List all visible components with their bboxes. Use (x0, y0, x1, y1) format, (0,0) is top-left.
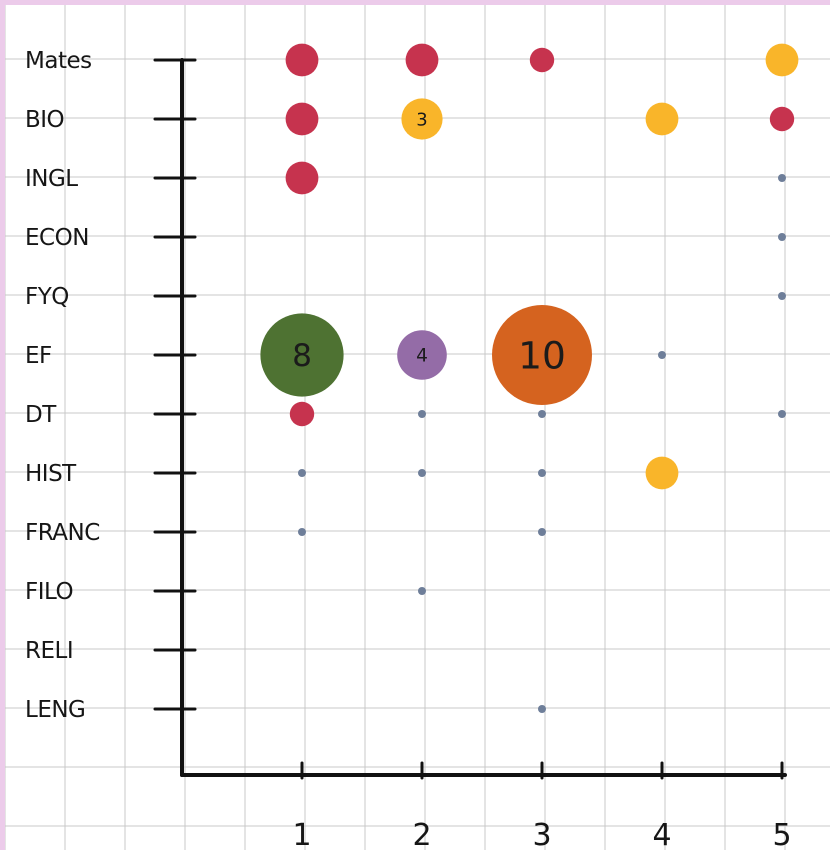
data-point (285, 102, 319, 136)
data-point (645, 102, 679, 136)
x-tick-label: 5 (772, 818, 791, 850)
data-point (397, 330, 447, 380)
y-tick-label: ECON (25, 225, 89, 251)
bubble-chart: Mates BIO INGL ECON FYQ EF DT HIST FRANC FILO RELI… (5, 5, 830, 850)
data-point (285, 161, 319, 195)
data-point (418, 469, 426, 477)
data-point (405, 43, 439, 77)
y-axis-ticks: Mates BIO INGL ECON FYQ EF DT HIST FRANC FILO RELI… (25, 48, 197, 723)
y-tick-label: Mates (25, 48, 92, 74)
data-point (538, 410, 546, 418)
data-point (492, 305, 592, 405)
data-point (529, 47, 555, 73)
y-tick-label: FYQ (25, 284, 69, 310)
y-tick-label: LENG (25, 697, 85, 723)
data-point (289, 401, 315, 427)
data-point (298, 528, 306, 536)
data-point-label: 3 (416, 109, 427, 130)
data-point (260, 313, 344, 397)
data-point (658, 351, 666, 359)
data-point (765, 43, 799, 77)
y-tick-label: HIST (25, 461, 77, 487)
x-tick-label: 3 (532, 818, 551, 850)
data-points: 3 8 4 10 (260, 43, 799, 713)
x-axis-ticks: 1 2 3 4 5 (292, 761, 792, 850)
data-point (401, 98, 443, 140)
y-tick-label: BIO (25, 107, 64, 133)
data-point (538, 528, 546, 536)
data-point-label: 8 (292, 338, 312, 374)
y-tick-label: FILO (25, 579, 73, 605)
notebook-sheet: Mates BIO INGL ECON FYQ EF DT HIST FRANC FILO RELI… (5, 5, 830, 850)
data-point (778, 174, 786, 182)
data-point (538, 469, 546, 477)
data-point (298, 469, 306, 477)
data-point (778, 233, 786, 241)
axes (180, 58, 787, 777)
data-point-label: 4 (416, 346, 428, 367)
data-point (418, 410, 426, 418)
data-point (769, 106, 795, 132)
data-point (285, 43, 319, 77)
y-tick-label: RELI (25, 638, 73, 664)
data-point (778, 292, 786, 300)
y-tick-label: EF (25, 343, 52, 369)
y-tick-label: INGL (25, 166, 78, 192)
x-tick-label: 4 (652, 818, 671, 850)
x-tick-label: 1 (292, 818, 311, 850)
data-point (778, 410, 786, 418)
y-tick-label: DT (25, 402, 57, 428)
data-point (538, 705, 546, 713)
data-point (645, 456, 679, 490)
data-point (418, 587, 426, 595)
data-point-label: 10 (518, 334, 566, 378)
y-tick-label: FRANC (25, 520, 100, 546)
x-tick-label: 2 (412, 818, 431, 850)
